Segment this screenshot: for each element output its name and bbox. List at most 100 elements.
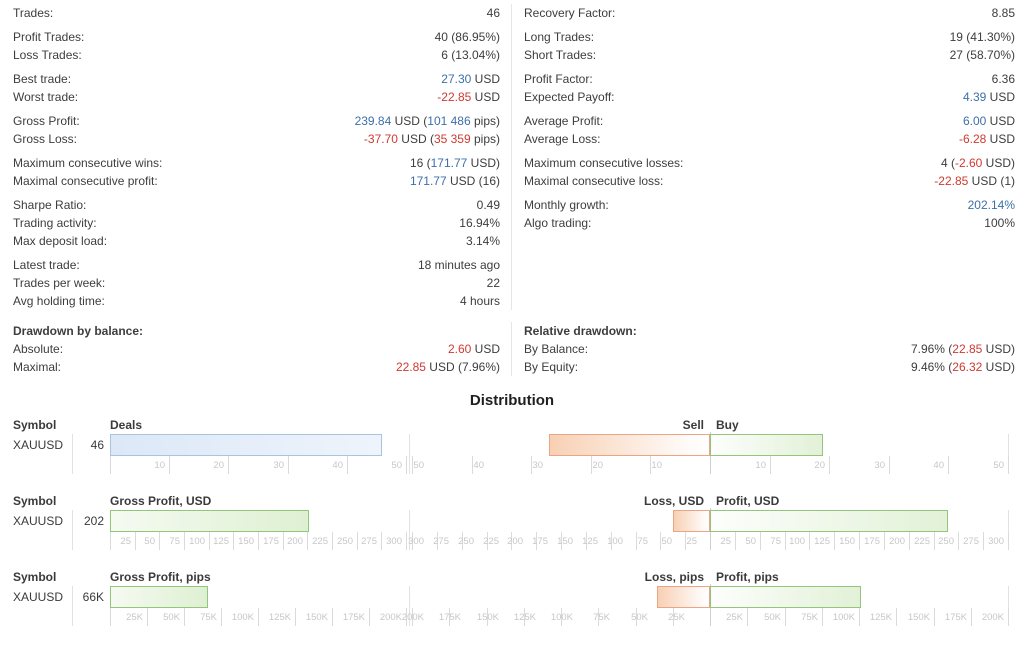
axis-tick: [184, 608, 185, 626]
axis-tick: [747, 608, 748, 626]
relative-drawdown-title: Relative drawdown:: [524, 324, 637, 338]
stat-label: Short Trades:: [524, 48, 597, 62]
stat-row: Maximal consecutive profit: 171.77 USD (1…: [13, 172, 500, 190]
stat-group: Profit Factor: 6.36 Expected Payoff: 4.39 U…: [524, 70, 1015, 106]
stat-value-segment: -22.85: [437, 90, 472, 104]
stat-value-segment: USD (: [397, 132, 434, 146]
axis-tick-label: 75: [770, 536, 781, 547]
stat-label: Trades:: [13, 6, 54, 20]
axis-tick: [561, 532, 562, 550]
axis-tick-label: 20: [213, 460, 224, 471]
stat-value-segment: 6.36: [991, 72, 1015, 86]
stat-value: 16 (171.77 USD): [410, 154, 500, 172]
symbol-column-header: Symbol: [13, 494, 57, 508]
axis-tick: [586, 532, 587, 550]
symbol-label: XAUUSD: [13, 590, 64, 604]
stat-value-segment: 0.49: [476, 198, 500, 212]
deals-bar: [110, 434, 382, 456]
stat-label: Best trade:: [13, 72, 72, 86]
axis-tick-label: 175K: [438, 612, 461, 623]
stat-value-segment: 4.39: [962, 90, 987, 104]
axis-tick-label: 125: [213, 536, 229, 547]
sell-loss-bar: [549, 434, 710, 456]
axis-tick: [884, 532, 885, 550]
stat-value-segment: 2.60: [447, 342, 472, 356]
stat-value-segment: USD: [471, 72, 500, 86]
axis-tick-label: 50: [391, 460, 402, 471]
separator-line: [1008, 510, 1009, 550]
axis-tick-label: 125K: [268, 612, 291, 623]
stat-row: Expected Payoff: 4.39 USD: [524, 88, 1015, 106]
gross-profit-bar: [110, 510, 309, 532]
axis-tick-label: 100: [789, 536, 805, 547]
distribution-row-header: Symbol Gross Profit, USD Loss, USD Profit, …: [0, 494, 1024, 510]
axis-tick-label: 150K: [305, 612, 328, 623]
axis-tick: [673, 608, 674, 626]
separator-line: [1008, 434, 1009, 474]
stats-right-column: Recovery Factor: 8.85 Long Trades: 19 (41.3…: [511, 4, 1024, 310]
stat-value-segment: USD: [471, 342, 500, 356]
axis-tick: [859, 532, 860, 550]
axis-tick-label: 20: [592, 460, 603, 471]
axis-tick-label: 125: [814, 536, 830, 547]
distribution-row: Symbol Gross Profit, pips Loss, pips Profit…: [0, 570, 1024, 626]
axis-tick: [636, 608, 637, 626]
stat-value: 7.96% (22.85 USD): [911, 340, 1015, 358]
stat-group: Recovery Factor: 8.85: [524, 4, 1015, 22]
axis-tick: [332, 532, 333, 550]
stat-value-segment: 6.00: [962, 114, 987, 128]
separator-line: [409, 434, 410, 474]
axis-tick: [934, 532, 935, 550]
stat-value-segment: 22: [486, 276, 500, 290]
axis-tick: [412, 532, 413, 550]
axis-tick-label: 125: [582, 536, 598, 547]
stat-label: Latest trade:: [13, 258, 80, 272]
axis-tick-label: 150K: [476, 612, 499, 623]
axis-tick-label: 150: [238, 536, 254, 547]
axis-tick: [147, 608, 148, 626]
stat-value-segment: 9.46% (: [910, 360, 953, 374]
axis-tick-label: 225: [914, 536, 930, 547]
axis-tick-label: 75K: [801, 612, 818, 623]
stats-left-column: Trades: 46 Profit Trades: 40 (86.95%) Loss T…: [0, 4, 511, 310]
stat-value-segment: 171.77: [409, 174, 447, 188]
axis-tick-label: 30: [874, 460, 885, 471]
relative-drawdown-title-row: Relative drawdown:: [524, 322, 1015, 340]
axis-tick-label: 175K: [944, 612, 967, 623]
stat-label: Maximum consecutive losses:: [524, 156, 684, 170]
axis-tick: [536, 532, 537, 550]
axis-tick-label: 275: [963, 536, 979, 547]
axis-tick: [472, 456, 473, 474]
axis-tick: [660, 532, 661, 550]
axis-tick-label: 125K: [513, 612, 536, 623]
separator-line: [72, 586, 73, 626]
stat-group: Maximum consecutive wins: 16 (171.77 USD)…: [13, 154, 500, 190]
axis-tick: [258, 608, 259, 626]
stat-label: Trading activity:: [13, 216, 97, 230]
distribution-row-header: Symbol Deals Sell Buy: [0, 418, 1024, 434]
axis-tick-label: 50: [413, 460, 424, 471]
axis-tick-label: 75: [169, 536, 180, 547]
axis-tick: [347, 456, 348, 474]
axis-tick: [889, 456, 890, 474]
axis-tick: [437, 532, 438, 550]
axis-tick: [636, 532, 637, 550]
stat-row: Short Trades: 27 (58.70%): [524, 46, 1015, 64]
axis-tick-label: 200K: [379, 612, 402, 623]
axis-tick-label: 250: [337, 536, 353, 547]
axis-tick: [233, 532, 234, 550]
symbol-label: XAUUSD: [13, 514, 64, 528]
stat-value-segment: 22.85: [395, 360, 426, 374]
relative-drawdown-group: Relative drawdown: By Balance: 7.96% (22.…: [524, 322, 1015, 376]
stat-value-segment: USD (1): [968, 174, 1015, 188]
stat-row: Algo trading: 100%: [524, 214, 1015, 232]
axis-tick: [295, 608, 296, 626]
stat-row: Average Loss: -6.28 USD: [524, 130, 1015, 148]
stat-value-segment: 4 (: [940, 156, 955, 170]
axis-tick-label: 200: [287, 536, 303, 547]
drawdown-balance-rows: Absolute: 2.60 USD Maximal: 22.85 USD (7.96…: [13, 340, 500, 376]
stat-row: Avg holding time: 4 hours: [13, 292, 500, 310]
stat-label: Profit Trades:: [13, 30, 85, 44]
stat-label: Gross Loss:: [13, 132, 78, 146]
separator-line: [1008, 586, 1009, 626]
